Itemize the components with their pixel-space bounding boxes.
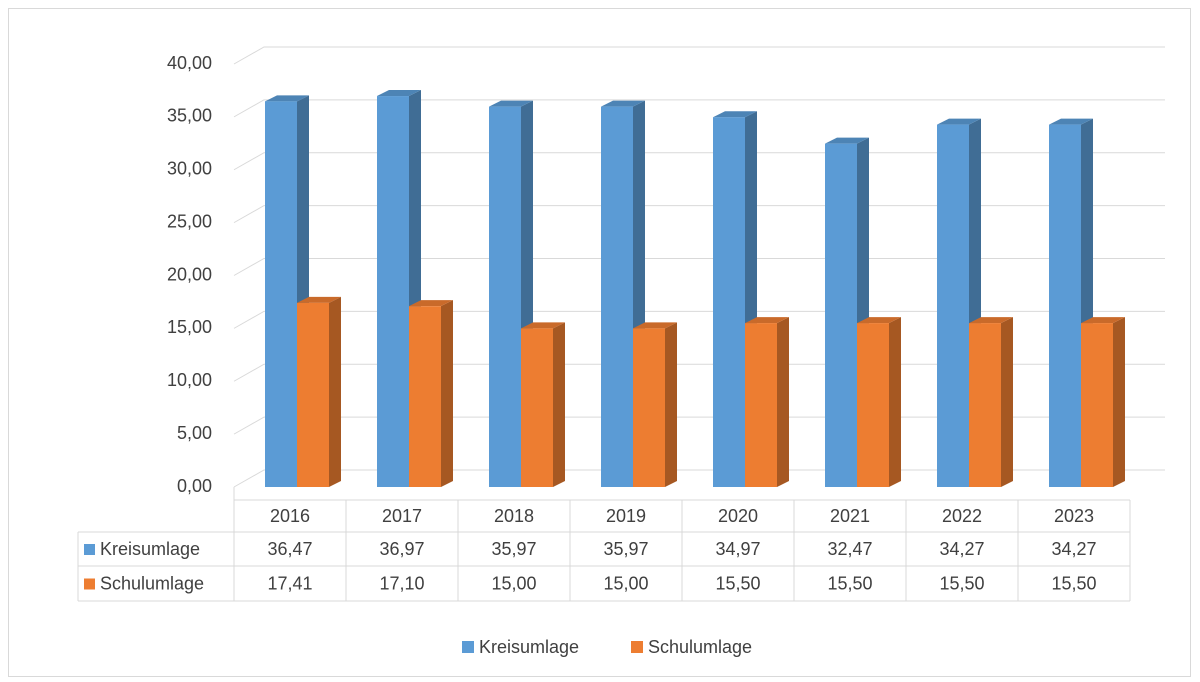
bar-top <box>1081 317 1125 324</box>
x-tick-label: 2023 <box>1054 506 1094 526</box>
bar-side <box>1113 317 1125 487</box>
table-row-label: Kreisumlage <box>100 539 200 559</box>
grid-line <box>233 46 1165 65</box>
x-tick-label: 2018 <box>494 506 534 526</box>
bar <box>601 106 633 487</box>
y-tick-label: 30,00 <box>167 159 212 179</box>
table-key <box>84 578 95 590</box>
bar <box>857 323 889 487</box>
bar-top <box>409 300 453 307</box>
bar <box>409 306 441 487</box>
bar-top <box>633 322 677 329</box>
legend-label: Schulumlage <box>648 637 752 657</box>
bar-side <box>1001 317 1013 487</box>
bar-top <box>713 111 757 118</box>
bar <box>713 117 745 487</box>
table-value: 15,50 <box>939 573 984 593</box>
bar <box>937 124 969 487</box>
table-value: 15,50 <box>827 573 872 593</box>
table-value: 15,50 <box>1051 573 1096 593</box>
bar-top <box>489 100 533 107</box>
bar-top <box>825 137 869 144</box>
bar-side <box>441 300 453 487</box>
legend-key <box>631 641 643 653</box>
table-value: 15,50 <box>715 573 760 593</box>
bar-side <box>665 322 677 487</box>
table-value: 17,41 <box>267 573 312 593</box>
table-value: 15,00 <box>491 573 536 593</box>
bar <box>265 101 297 488</box>
bar-top <box>297 296 341 303</box>
bar-top <box>521 322 565 329</box>
bar-top <box>377 90 421 97</box>
legend-label: Kreisumlage <box>479 637 579 657</box>
bar-side <box>889 317 901 487</box>
table-value: 36,97 <box>379 539 424 559</box>
table-value: 36,47 <box>267 539 312 559</box>
x-tick-label: 2020 <box>718 506 758 526</box>
y-tick-label: 5,00 <box>177 423 212 443</box>
bar <box>489 106 521 487</box>
bar-side <box>553 322 565 487</box>
bar-top <box>601 100 645 107</box>
y-tick-label: 40,00 <box>167 53 212 73</box>
table-value: 34,97 <box>715 539 760 559</box>
y-tick-label: 0,00 <box>177 476 212 496</box>
table-value: 34,27 <box>1051 539 1096 559</box>
bar-side <box>777 317 789 487</box>
bar-top <box>745 317 789 324</box>
bar <box>1081 323 1113 487</box>
bar-top <box>857 317 901 324</box>
bar-top <box>937 118 981 125</box>
bar <box>297 302 329 487</box>
table-value: 15,00 <box>603 573 648 593</box>
bar <box>969 323 1001 487</box>
bar <box>377 96 409 488</box>
legend-key <box>462 641 474 653</box>
table-value: 17,10 <box>379 573 424 593</box>
bar-top <box>1049 118 1093 125</box>
grid-line <box>233 99 1165 118</box>
bar <box>745 323 777 487</box>
bar-top <box>969 317 1013 324</box>
bar <box>633 328 665 487</box>
table-value: 35,97 <box>603 539 648 559</box>
bar-top <box>265 95 309 102</box>
table-value: 35,97 <box>491 539 536 559</box>
x-tick-label: 2017 <box>382 506 422 526</box>
bar <box>825 143 857 487</box>
table-value: 32,47 <box>827 539 872 559</box>
table-value: 34,27 <box>939 539 984 559</box>
bar <box>1049 124 1081 487</box>
table-key <box>84 544 95 555</box>
bar <box>521 328 553 487</box>
x-tick-label: 2019 <box>606 506 646 526</box>
y-tick-label: 20,00 <box>167 264 212 284</box>
x-tick-label: 2016 <box>270 506 310 526</box>
table-row-label: Schulumlage <box>100 573 204 593</box>
x-tick-label: 2022 <box>942 506 982 526</box>
bar-side <box>329 296 341 487</box>
y-tick-label: 15,00 <box>167 317 212 337</box>
x-tick-label: 2021 <box>830 506 870 526</box>
y-tick-label: 35,00 <box>167 106 212 126</box>
y-tick-label: 10,00 <box>167 370 212 390</box>
y-tick-label: 25,00 <box>167 211 212 231</box>
